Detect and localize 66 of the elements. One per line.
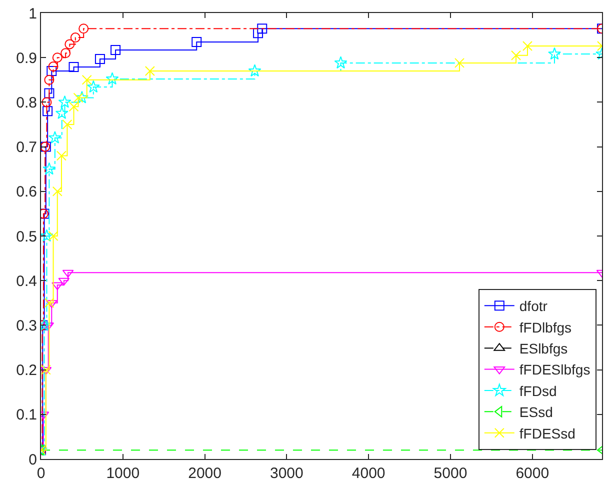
point xyxy=(42,322,54,330)
point xyxy=(44,298,54,308)
point xyxy=(253,28,264,38)
legend-label: dfotr xyxy=(519,298,548,314)
y-tick-label: 0.5 xyxy=(16,228,37,246)
point xyxy=(106,72,119,85)
point xyxy=(48,62,58,72)
point xyxy=(68,62,79,72)
point xyxy=(248,64,262,77)
y-tick-label: 0.3 xyxy=(16,317,37,334)
point xyxy=(48,131,62,144)
legend-label: ESlbfgs xyxy=(519,340,568,357)
point xyxy=(58,95,72,108)
point xyxy=(82,74,92,85)
point xyxy=(55,106,68,119)
x-tick-label: 1000 xyxy=(106,465,140,482)
point xyxy=(56,150,66,161)
y-tick-label: 0.2 xyxy=(16,362,37,380)
point xyxy=(42,162,56,175)
point xyxy=(78,24,89,34)
x-tick-label: 6000 xyxy=(516,465,550,482)
y-tick-label: 0.1 xyxy=(16,406,37,424)
point xyxy=(48,231,58,241)
point xyxy=(52,186,62,196)
point xyxy=(44,74,54,85)
y-tick-label: 0.8 xyxy=(16,94,37,112)
legend-label: fFDsd xyxy=(519,382,557,399)
point xyxy=(68,102,79,112)
point xyxy=(41,367,52,375)
point xyxy=(62,270,74,278)
legend-label: fFDESsd xyxy=(519,425,576,442)
y-tick-label: 0.6 xyxy=(16,184,37,201)
point xyxy=(41,364,51,375)
y-tick-label: 1 xyxy=(28,5,37,22)
point xyxy=(192,36,202,47)
point xyxy=(41,229,54,242)
point xyxy=(70,32,80,43)
legend-label: ESsd xyxy=(519,404,553,420)
point xyxy=(94,54,105,64)
x-tick-label: 4000 xyxy=(352,465,386,482)
point xyxy=(257,24,268,34)
point xyxy=(64,39,75,50)
point xyxy=(73,92,84,103)
x-tick-label: 5000 xyxy=(434,465,468,482)
y-tick-label: 0.4 xyxy=(16,272,37,290)
legend-label: fFDlbfgs xyxy=(519,319,572,336)
y-tick-label: 0.7 xyxy=(16,139,37,156)
point xyxy=(60,48,71,58)
point xyxy=(44,88,54,98)
point xyxy=(144,66,155,76)
point xyxy=(334,56,348,69)
y-tick-label: 0 xyxy=(28,451,37,468)
point xyxy=(75,90,88,104)
point xyxy=(62,120,72,130)
legend-label: fFDESlbfgs xyxy=(519,362,590,378)
point xyxy=(86,80,100,93)
point xyxy=(42,97,52,108)
y-tick-label: 0.9 xyxy=(16,50,37,67)
point xyxy=(46,66,57,76)
point xyxy=(58,278,70,286)
point xyxy=(52,52,62,63)
point xyxy=(42,106,53,116)
point xyxy=(52,282,64,290)
x-tick-label: 3000 xyxy=(270,465,304,482)
point xyxy=(110,45,121,56)
x-tick-label: 2000 xyxy=(188,465,222,482)
